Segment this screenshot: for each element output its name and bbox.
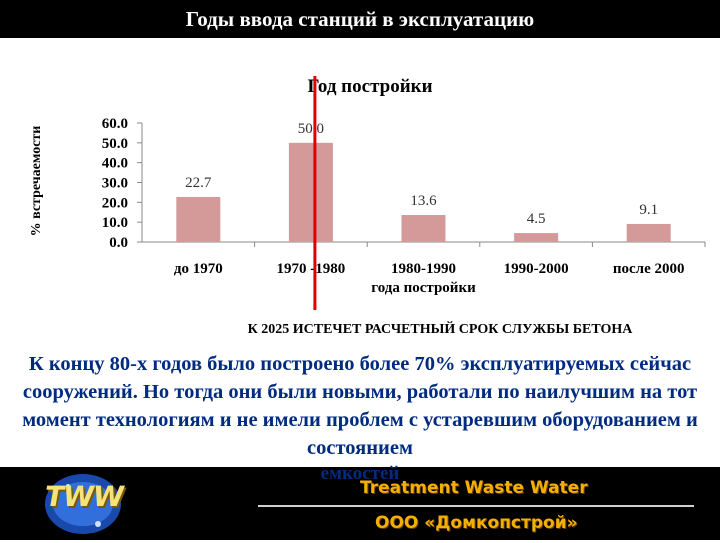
- y-tick-label: 0.0: [109, 235, 128, 251]
- bar: [626, 223, 671, 242]
- bar: [176, 196, 221, 242]
- x-tick-label: 1980-1990: [391, 261, 456, 277]
- bar-value-label: 50.0: [298, 121, 324, 137]
- y-tick-label: 50.0: [102, 136, 128, 152]
- summary-paragraph: К концу 80-х годов было построено более …: [22, 353, 698, 459]
- x-tick-label: после 2000: [613, 261, 685, 277]
- concrete-warning-text: К 2025 ИСТЕЧЕТ РАСЧЕТНЫЙ СРОК СЛУЖБЫ БЕТ…: [247, 322, 633, 337]
- x-tick-label: 1990-2000: [504, 261, 569, 277]
- y-tick-label: 60.0: [102, 116, 128, 132]
- page-title: Годы ввода станций в эксплуатацию: [0, 0, 720, 38]
- y-tick-label: 40.0: [102, 156, 128, 172]
- bar: [288, 142, 333, 242]
- logo-lettering: TWW: [42, 480, 126, 513]
- y-tick-label: 30.0: [102, 176, 128, 192]
- brand-divider: [258, 505, 694, 507]
- brand-name: Treatment Waste Water: [360, 478, 588, 498]
- x-tick-label: до 1970: [174, 261, 223, 277]
- x-axis-label: года постройки: [371, 280, 476, 296]
- chart-title: Год постройки: [307, 76, 433, 97]
- bar: [401, 215, 446, 242]
- logo-emblem-icon: [45, 474, 121, 534]
- y-tick-label: 10.0: [102, 215, 128, 231]
- bar-value-label: 13.6: [410, 193, 437, 209]
- x-tick-label: 1970 -1980: [277, 261, 346, 277]
- summary-paragraph-tail: емкостей: [320, 463, 400, 484]
- tww-logo: TWW: [40, 468, 126, 538]
- company-name: ООО «Домкопстрой»: [375, 513, 578, 533]
- bar-value-label: 22.7: [185, 175, 212, 191]
- bar-chart: 0.0 10.0 20.0 30.0 40.0 50.0 60.0 22.7 50.0 13.6…: [102, 76, 706, 310]
- bar-value-label: 4.5: [527, 211, 546, 227]
- bar: [514, 233, 559, 242]
- y-tick-label: 20.0: [102, 195, 128, 211]
- bar-value-label: 9.1: [639, 202, 658, 218]
